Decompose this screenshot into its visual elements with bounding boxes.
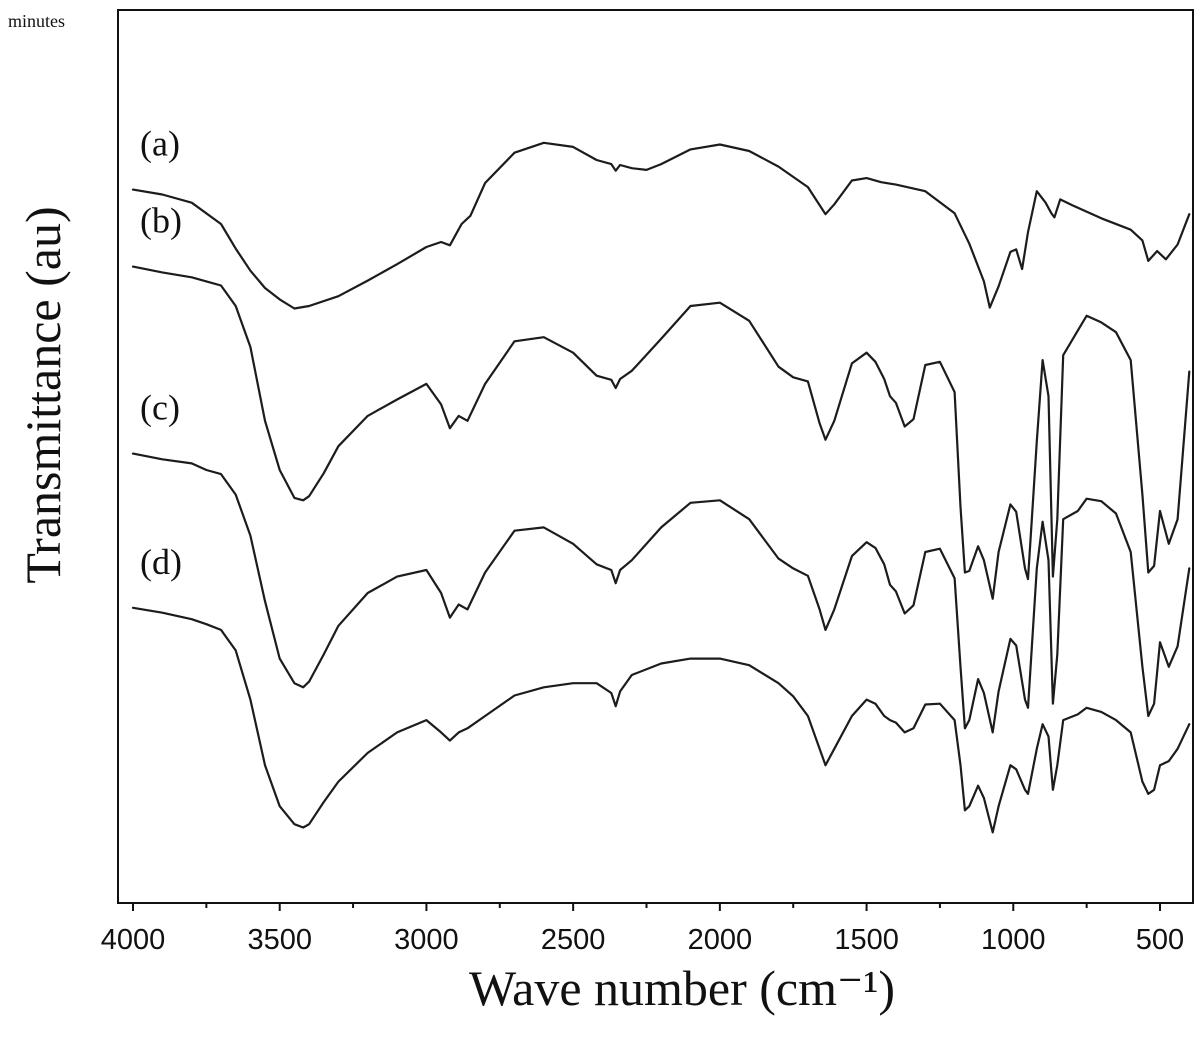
x-tick-label-2500: 2500	[541, 924, 606, 956]
x-tick-label-2000: 2000	[688, 924, 753, 956]
x-tick-label-3500: 3500	[247, 924, 312, 956]
series-line-b	[131, 265, 1191, 600]
x-tick-label-500: 500	[1136, 924, 1184, 956]
plot-frame	[117, 9, 1194, 904]
x-tick-label-3000: 3000	[394, 924, 459, 956]
series-label-c: (c)	[140, 388, 180, 428]
y-axis-title: Transmittance (au)	[15, 206, 71, 583]
series-line-a	[131, 141, 1191, 310]
corner-label: minutes	[8, 11, 65, 31]
x-axis-title: Wave number (cm⁻¹)	[469, 960, 895, 1016]
x-axis-tick-labels: 4000 3500 3000 2500 2000 1500 1000 500	[101, 924, 1184, 956]
series-line-c	[131, 452, 1191, 734]
x-tick-label-1500: 1500	[834, 924, 899, 956]
x-tick-label-1000: 1000	[981, 924, 1046, 956]
series-group	[131, 141, 1191, 834]
series-label-b: (b)	[140, 201, 182, 241]
x-tick-label-4000: 4000	[101, 924, 166, 956]
series-line-d	[131, 606, 1191, 834]
series-label-a: (a)	[140, 124, 180, 164]
series-labels: (a) (b) (c) (d)	[140, 124, 182, 582]
series-label-d: (d)	[140, 542, 182, 582]
x-axis-ticks	[132, 903, 1161, 911]
